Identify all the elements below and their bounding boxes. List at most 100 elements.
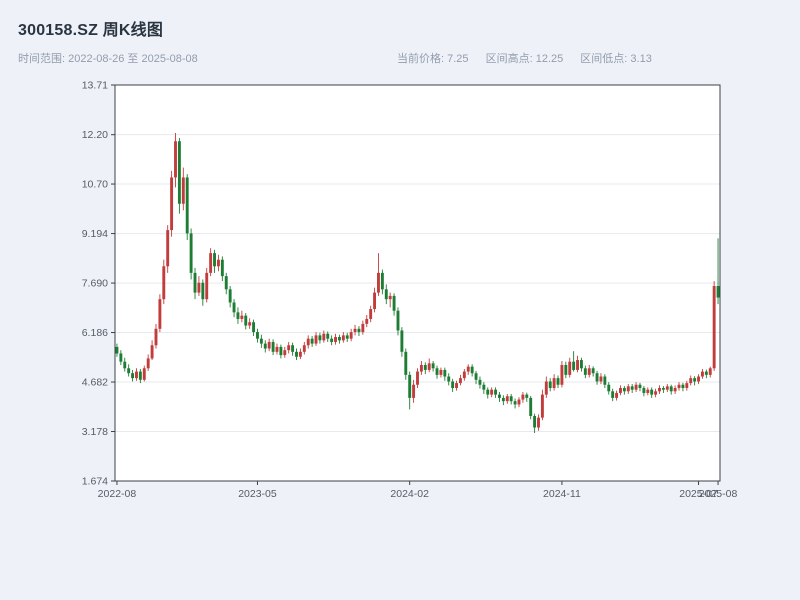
candle-body <box>490 389 494 395</box>
candle-body <box>478 379 482 385</box>
candle-body <box>158 299 162 329</box>
candle-body <box>127 368 131 374</box>
candle-body <box>693 378 697 382</box>
y-axis-label: 12.20 <box>82 129 108 141</box>
candle-body <box>193 272 197 293</box>
plot-border <box>114 84 721 482</box>
candle-body <box>240 315 244 319</box>
candle-body <box>685 383 689 389</box>
candle-body <box>673 388 677 392</box>
candle-body <box>529 397 533 416</box>
candle-body <box>681 384 685 389</box>
candle-body <box>377 272 380 293</box>
candle-body <box>287 345 291 351</box>
candle-body <box>361 323 365 333</box>
candle-body <box>213 253 216 267</box>
candle-body <box>630 386 634 390</box>
y-axis-label: 9.194 <box>82 228 108 240</box>
candle-body <box>334 337 337 342</box>
candle-body <box>626 386 630 392</box>
candle-body <box>197 282 201 293</box>
y-axis-label: 10.70 <box>82 179 108 191</box>
candle-body <box>142 368 146 380</box>
candle-body <box>256 332 259 339</box>
candle-body <box>486 389 490 395</box>
candle-body <box>177 141 181 204</box>
candle-body <box>427 363 431 370</box>
x-axis-label: 2023-05 <box>238 488 277 500</box>
y-axis-label: 3.178 <box>82 426 108 438</box>
candle-body <box>622 388 626 392</box>
candle-body <box>252 322 256 333</box>
candle-body <box>611 391 615 398</box>
candle-body <box>388 295 392 300</box>
candle-body <box>712 286 716 369</box>
candle-body <box>619 388 622 393</box>
candle-body <box>189 233 193 273</box>
candle-body <box>482 384 486 390</box>
candle-body <box>412 384 416 398</box>
candle-body <box>654 391 658 395</box>
candle-body <box>548 381 552 389</box>
x-axis-label: 2024-11 <box>543 488 581 500</box>
candle-body <box>135 371 138 379</box>
candle-body <box>466 366 470 372</box>
candle-body <box>634 384 638 390</box>
candle-body <box>123 361 127 369</box>
candle-body <box>337 337 341 341</box>
x-axis-label: 2024-02 <box>390 488 429 500</box>
candle-body <box>591 368 595 374</box>
candle-body <box>349 332 353 339</box>
candle-body <box>201 282 205 300</box>
candle-body <box>677 384 681 389</box>
candle-body <box>521 394 525 400</box>
candle-body <box>665 386 669 390</box>
candle-body <box>435 368 439 375</box>
candle-body <box>509 396 513 402</box>
candle-body <box>345 335 349 339</box>
subheader: 时间范围: 2022-08-26 至 2025-08-08 当前价格: 7.25… <box>0 50 800 66</box>
candle-body <box>119 353 123 362</box>
candle-body <box>505 396 509 402</box>
candle-body <box>263 343 267 349</box>
candle-body <box>205 272 209 300</box>
candle-body <box>162 266 166 300</box>
candle-body <box>298 351 302 357</box>
y-axis-label: 4.682 <box>82 377 108 389</box>
candle-body <box>209 253 213 273</box>
candle-body <box>236 312 240 319</box>
candle-body <box>455 383 458 389</box>
candle-body <box>326 333 330 339</box>
candle-body <box>572 361 576 370</box>
candle-body <box>423 364 427 370</box>
candle-body <box>595 373 599 382</box>
candle-body <box>650 389 654 395</box>
candle-body <box>431 363 435 369</box>
candle-body <box>579 360 583 369</box>
range-high-stat: 区间高点: 12.25 <box>485 53 564 65</box>
candle-body <box>318 335 322 341</box>
candle-body <box>447 376 451 382</box>
candle-body <box>540 394 544 418</box>
candle-body <box>470 366 474 374</box>
candle-body <box>228 289 232 303</box>
candle-body <box>310 338 314 344</box>
candle-body <box>131 373 135 379</box>
candle-body <box>583 368 587 375</box>
candle-body <box>568 361 572 375</box>
candle-body <box>474 373 478 380</box>
candle-body <box>716 286 720 298</box>
candle-body <box>138 371 142 380</box>
candle-body <box>216 259 220 267</box>
candle-body <box>458 378 462 384</box>
x-axis-label: 2025-08 <box>699 488 738 500</box>
candle-body <box>170 177 174 231</box>
date-range-label: 时间范围: 2022-08-26 至 2025-08-08 <box>18 53 198 65</box>
candle-body <box>353 328 357 333</box>
candle-body <box>373 292 377 310</box>
candle-body <box>283 350 287 356</box>
candle-body <box>384 289 388 300</box>
candle-body <box>700 371 704 377</box>
candle-body <box>462 371 466 379</box>
